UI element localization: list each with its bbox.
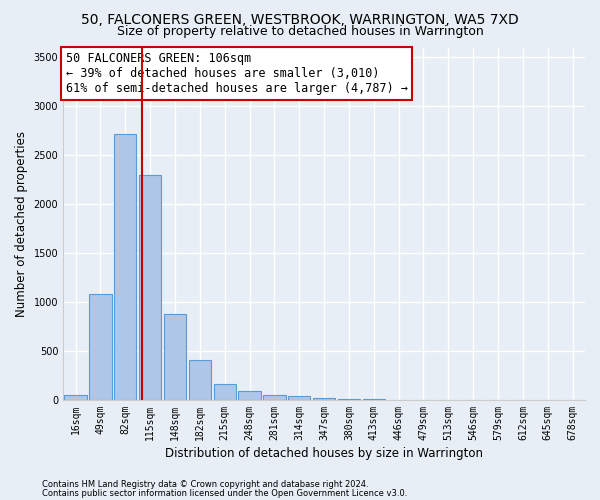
Bar <box>89 294 112 400</box>
Text: 50, FALCONERS GREEN, WESTBROOK, WARRINGTON, WA5 7XD: 50, FALCONERS GREEN, WESTBROOK, WARRINGT… <box>81 12 519 26</box>
Bar <box>114 134 136 400</box>
Bar <box>188 360 211 400</box>
Text: Contains public sector information licensed under the Open Government Licence v3: Contains public sector information licen… <box>42 488 407 498</box>
Text: Contains HM Land Registry data © Crown copyright and database right 2024.: Contains HM Land Registry data © Crown c… <box>42 480 368 489</box>
Bar <box>288 396 310 400</box>
X-axis label: Distribution of detached houses by size in Warrington: Distribution of detached houses by size … <box>165 447 483 460</box>
Text: 50 FALCONERS GREEN: 106sqm
← 39% of detached houses are smaller (3,010)
61% of s: 50 FALCONERS GREEN: 106sqm ← 39% of deta… <box>65 52 407 95</box>
Bar <box>263 394 286 400</box>
Y-axis label: Number of detached properties: Number of detached properties <box>15 130 28 316</box>
Bar <box>313 398 335 400</box>
Bar <box>214 384 236 400</box>
Bar <box>238 391 261 400</box>
Text: Size of property relative to detached houses in Warrington: Size of property relative to detached ho… <box>116 25 484 38</box>
Bar <box>164 314 186 400</box>
Bar <box>64 395 87 400</box>
Bar <box>139 175 161 400</box>
